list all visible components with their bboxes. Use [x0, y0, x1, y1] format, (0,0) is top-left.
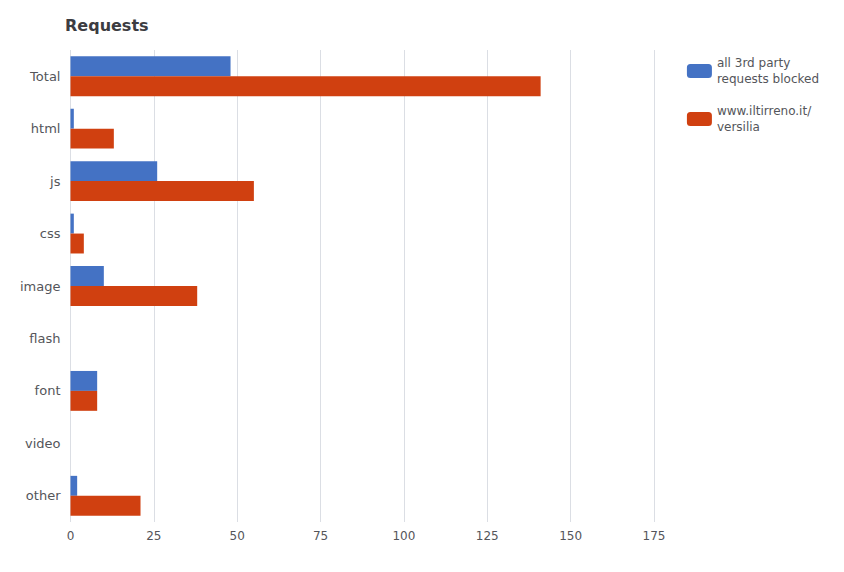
svg-text:www.iltirreno.it/: www.iltirreno.it/ — [717, 104, 812, 118]
svg-text:requests blocked: requests blocked — [717, 72, 819, 86]
svg-text:css: css — [40, 226, 61, 241]
svg-text:font: font — [35, 383, 61, 398]
svg-text:video: video — [25, 436, 61, 451]
svg-text:versilia: versilia — [717, 120, 760, 134]
svg-text:75: 75 — [313, 529, 328, 543]
svg-text:125: 125 — [476, 529, 499, 543]
svg-text:Requests: Requests — [65, 16, 149, 35]
svg-text:image: image — [20, 279, 61, 294]
svg-text:100: 100 — [392, 529, 415, 543]
svg-text:html: html — [31, 121, 61, 136]
svg-text:0: 0 — [67, 529, 75, 543]
svg-text:flash: flash — [29, 331, 60, 346]
svg-text:150: 150 — [559, 529, 582, 543]
svg-text:other: other — [26, 488, 61, 503]
svg-text:50: 50 — [230, 529, 245, 543]
svg-text:175: 175 — [643, 529, 666, 543]
svg-text:js: js — [49, 174, 61, 189]
svg-text:25: 25 — [146, 529, 161, 543]
svg-text:all 3rd party: all 3rd party — [717, 56, 790, 70]
svg-text:Total: Total — [29, 69, 60, 84]
